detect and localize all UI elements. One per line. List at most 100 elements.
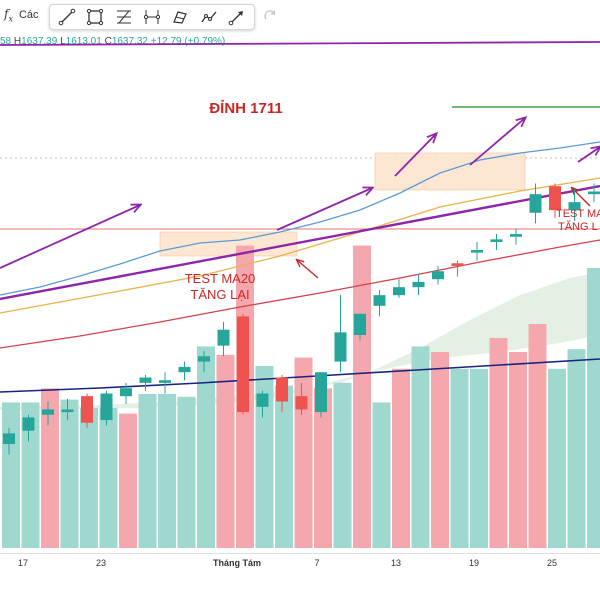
- arrow-marker-icon[interactable]: [226, 6, 248, 28]
- volume-bar: [314, 388, 332, 548]
- ichimoku-cloud: [0, 272, 600, 410]
- ohlc-low-label: L: [60, 36, 66, 47]
- candle-body: [3, 433, 15, 444]
- candle: [588, 183, 600, 203]
- consolidation-box-left: [159, 231, 298, 257]
- candle-body: [510, 234, 522, 237]
- candle-body: [81, 396, 93, 423]
- trend-support-line: [0, 184, 600, 301]
- candle-body: [178, 366, 191, 373]
- x-tick-label: 13: [390, 558, 402, 568]
- candle-body: [393, 287, 405, 296]
- ma-long-line: [0, 358, 600, 393]
- fx-sub: x: [8, 14, 13, 24]
- candle-body: [276, 377, 288, 402]
- candle: [451, 260, 464, 277]
- price-chart[interactable]: ĐỈNH 1711 TEST MA20 TĂNG LẠI TEST MA TĂN…: [0, 0, 600, 553]
- test-ma20-annotation-line2: TĂNG LẠI: [190, 287, 249, 302]
- trend-arrow: [276, 188, 372, 231]
- volume-bar: [2, 402, 20, 548]
- fx-indicator-icon[interactable]: fx: [4, 7, 13, 23]
- candle: [42, 401, 54, 426]
- volume-bar: [470, 368, 488, 548]
- candle: [432, 265, 444, 285]
- rectangle-icon[interactable]: [84, 6, 106, 28]
- candle: [217, 321, 230, 357]
- candle: [237, 313, 249, 415]
- candle: [529, 183, 542, 224]
- volume-bar: [431, 352, 449, 548]
- candle-body: [529, 194, 542, 213]
- trend-arrow: [394, 134, 436, 177]
- ohlc-high-label: H: [13, 36, 22, 47]
- candle-body: [549, 186, 561, 211]
- candle-body: [139, 377, 152, 383]
- ma-mid-line: [0, 177, 600, 314]
- candle-body: [256, 393, 269, 407]
- volume-bar: [158, 394, 176, 548]
- ma-slow-line: [0, 239, 600, 349]
- candle: [3, 428, 15, 455]
- candle-body: [159, 380, 171, 383]
- toolbar-label[interactable]: Các: [18, 9, 39, 21]
- measure-icon[interactable]: [141, 6, 163, 28]
- candle: [510, 228, 522, 245]
- candle: [315, 372, 327, 418]
- candle: [568, 188, 581, 221]
- annotation-layer: ĐỈNH 1711 TEST MA20 TĂNG LẠI TEST MA TĂN…: [185, 100, 600, 302]
- trend-arrow: [0, 205, 140, 269]
- candle: [22, 414, 35, 442]
- candle: [334, 295, 347, 373]
- candle: [61, 398, 74, 421]
- candle-body: [120, 388, 132, 397]
- volume-bar: [177, 396, 196, 548]
- trend-arrow: [577, 147, 600, 163]
- candle-body: [198, 356, 210, 362]
- candle-body: [295, 396, 308, 410]
- brush-icon[interactable]: [169, 6, 191, 28]
- test-ma20-arrow: [297, 260, 319, 279]
- volume-bar: [567, 349, 586, 548]
- trend-arrow: [469, 118, 525, 166]
- ohlc-bar: 58 H1637.39 L1613.01 C1637.32 +12.79 (+0…: [0, 36, 225, 47]
- chart-background-layer: [0, 106, 600, 410]
- candle: [120, 382, 132, 405]
- volume-bar: [294, 357, 313, 548]
- trend-line-icon[interactable]: [56, 6, 78, 28]
- candle-body: [412, 281, 425, 288]
- volume-bar: [509, 352, 527, 548]
- candle-body: [42, 409, 54, 415]
- drawing-toolbar: [49, 4, 255, 30]
- volume-bar: [548, 368, 566, 548]
- peak-annotation: ĐỈNH 1711: [209, 100, 282, 117]
- toolbar-left: fx Các: [0, 0, 44, 30]
- volume-bar: [353, 245, 371, 548]
- moving-average-layer: [0, 141, 600, 393]
- x-tick-label: 7: [314, 558, 320, 568]
- redo-icon[interactable]: [262, 8, 278, 24]
- ohlc-close-value: 1637.32: [111, 36, 148, 47]
- candle-body: [237, 316, 249, 413]
- volume-bar: [587, 268, 600, 548]
- candle-body: [217, 329, 230, 346]
- candle: [81, 393, 93, 429]
- candle-body: [315, 372, 327, 413]
- candle: [100, 390, 113, 426]
- candle-body: [373, 295, 386, 306]
- candle-body: [100, 393, 113, 421]
- ohlc-low-value: 1613.01: [65, 36, 102, 47]
- candle: [412, 273, 425, 296]
- fib-retracement-icon[interactable]: [113, 6, 135, 28]
- candle: [373, 289, 386, 317]
- volume-bar: [99, 408, 118, 548]
- volume-bar: [41, 388, 59, 548]
- fx-symbol: f: [4, 6, 9, 21]
- candle-body: [61, 409, 74, 413]
- x-tick-label: 17: [17, 558, 29, 568]
- candles-layer: [3, 183, 600, 455]
- volume-bar: [372, 402, 391, 548]
- volume-bar: [80, 408, 98, 548]
- volume-bar: [255, 366, 274, 548]
- test-ma-right-annotation-line2: TĂNG L: [558, 220, 598, 233]
- path-icon[interactable]: [198, 6, 220, 28]
